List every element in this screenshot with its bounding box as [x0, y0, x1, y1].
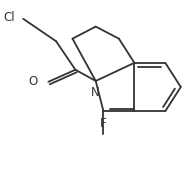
Text: O: O [28, 75, 38, 88]
Text: Cl: Cl [4, 11, 15, 25]
Text: N: N [91, 86, 100, 99]
Text: F: F [100, 117, 107, 130]
